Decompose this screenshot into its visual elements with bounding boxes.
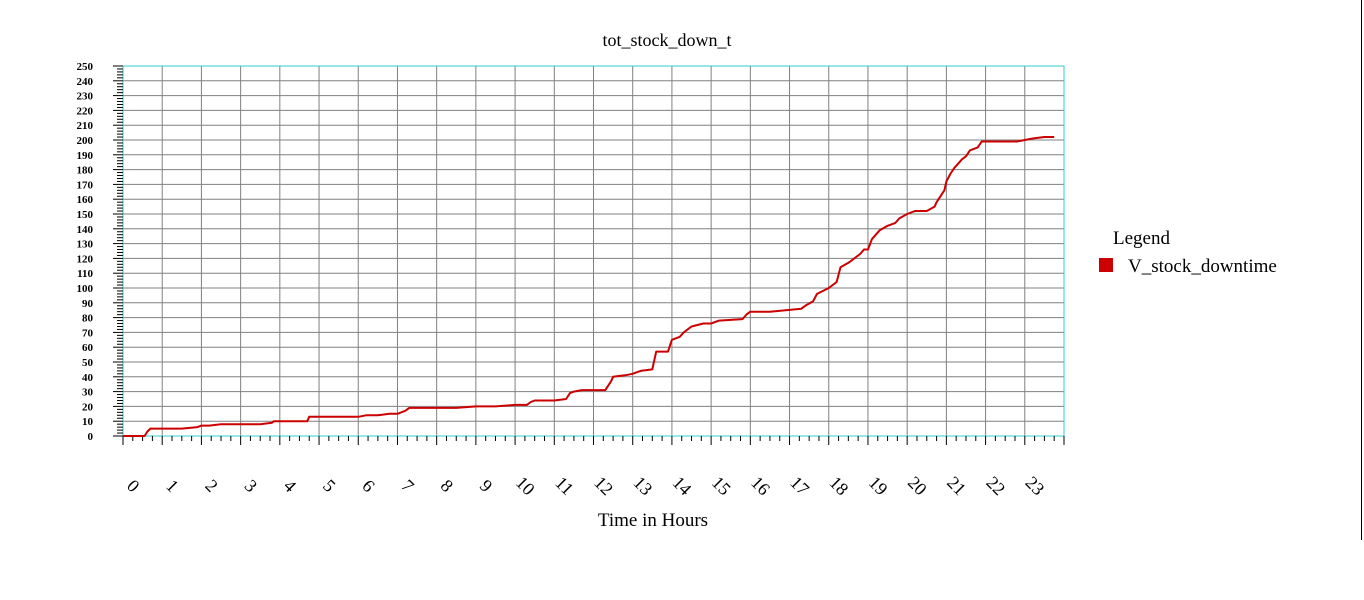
y-tick-label: 60: [82, 342, 94, 354]
y-tick-label: 160: [77, 194, 94, 206]
y-tick-label: 210: [77, 120, 94, 132]
y-tick-label: 150: [77, 209, 94, 221]
y-tick-label: 200: [77, 135, 94, 147]
y-tick-label: 230: [77, 91, 94, 103]
y-tick-label: 30: [82, 387, 94, 399]
y-tick-label: 10: [82, 416, 94, 428]
legend-swatch: [1099, 258, 1113, 272]
x-tick-label: 23: [1022, 472, 1049, 499]
x-tick-label: 14: [669, 472, 696, 499]
x-tick-label: 20: [904, 472, 931, 499]
x-tick-label: 0: [123, 476, 144, 497]
y-tick-label: 80: [82, 313, 94, 325]
grid: [122, 65, 1065, 437]
x-tick-label: 17: [786, 472, 813, 499]
x-tick-label: 7: [397, 476, 418, 497]
y-tick-label: 100: [77, 283, 94, 295]
page-edge-line: [1361, 0, 1362, 540]
y-tick-label: 90: [82, 298, 94, 310]
legend-entry: V_stock_downtime: [1128, 256, 1277, 277]
series-line: [123, 136, 1055, 437]
y-tick-label: 190: [77, 150, 94, 162]
x-tick-label: 10: [512, 472, 539, 499]
y-tick-label: 180: [77, 165, 94, 177]
y-tick-label: 20: [82, 401, 94, 413]
x-tick-label: 4: [280, 476, 301, 497]
y-tick-label: 70: [82, 327, 94, 339]
y-tick-label: 240: [77, 76, 94, 88]
x-tick-label: 2: [201, 476, 222, 497]
x-tick-label: 19: [865, 472, 892, 499]
x-tick-label: 12: [590, 472, 617, 499]
x-tick-label: 6: [358, 476, 379, 497]
x-tick-label: 11: [551, 473, 577, 499]
series-layer: [123, 136, 1055, 437]
x-tick-label: 18: [826, 472, 853, 499]
x-tick-label: 1: [162, 476, 183, 497]
y-tick-label: 40: [82, 372, 94, 384]
x-axis-label: Time in Hours: [598, 510, 708, 531]
y-tick-label: 120: [77, 253, 94, 265]
y-tick-label: 130: [77, 239, 94, 251]
y-tick-label: 170: [77, 179, 94, 191]
y-tick-label: 220: [77, 105, 94, 117]
x-tick-label: 8: [437, 476, 458, 497]
y-tick-label: 250: [77, 61, 94, 73]
legend: Legend V_stock_downtime: [1099, 228, 1277, 277]
x-tick-label: 16: [747, 472, 774, 499]
x-tick-label: 13: [630, 472, 657, 499]
chart-title: tot_stock_down_t: [603, 30, 732, 50]
x-tick-label: 3: [241, 476, 262, 497]
x-tick-label: 15: [708, 472, 735, 499]
x-tick-label: 22: [982, 472, 1009, 499]
x-tick-label: 5: [319, 476, 340, 497]
x-tick-label: 21: [943, 472, 970, 499]
y-tick-label: 140: [77, 224, 94, 236]
y-tick-label: 50: [82, 357, 94, 369]
legend-title: Legend: [1113, 228, 1170, 249]
x-tick-label: 9: [476, 476, 497, 497]
y-tick-label: 0: [88, 431, 94, 443]
axes: 0102030405060708090100110120130140150160…: [77, 61, 1065, 499]
y-tick-label: 110: [77, 268, 93, 280]
